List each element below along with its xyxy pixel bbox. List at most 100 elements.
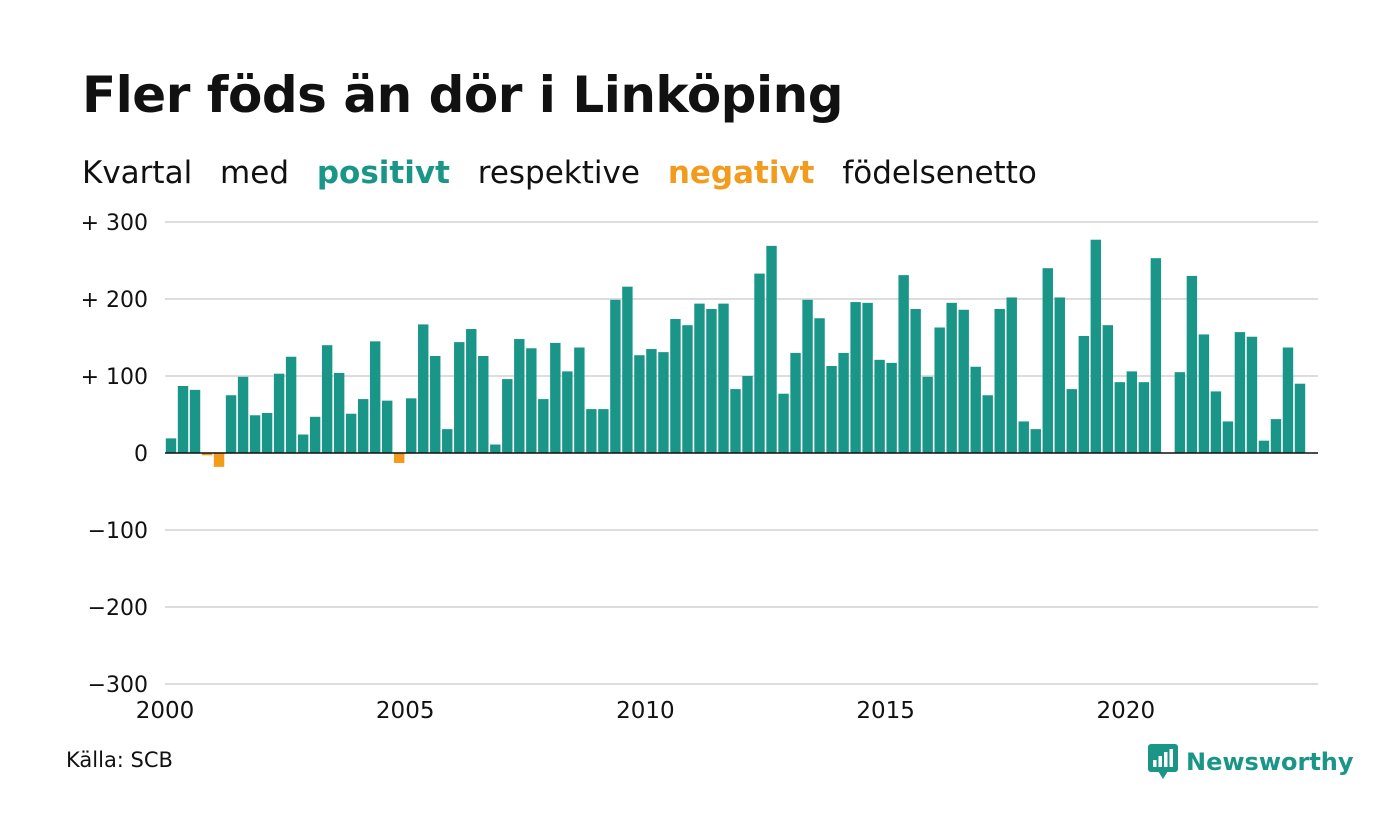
data-bar [598, 409, 609, 453]
data-bar [393, 453, 405, 464]
data-bar [478, 355, 489, 453]
subtitle-word: respektive [477, 155, 640, 191]
data-bar [309, 416, 321, 453]
data-bar [754, 273, 765, 453]
subtitle-word: födelsenetto [842, 155, 1037, 191]
data-bar [345, 413, 357, 453]
data-bar [862, 302, 873, 453]
data-bar [1006, 297, 1017, 453]
data-bar [454, 342, 465, 453]
data-bar [1090, 239, 1102, 453]
data-bar [886, 362, 897, 453]
data-bar [177, 386, 189, 453]
data-bar [261, 412, 273, 453]
data-bar [225, 395, 237, 453]
data-bar [958, 309, 969, 453]
data-bar [249, 415, 261, 453]
data-bar [910, 309, 921, 453]
data-bar [502, 379, 513, 453]
data-bar [1210, 391, 1222, 453]
chart-title: Fler föds än dör i Linköping [82, 66, 844, 124]
data-bar [526, 348, 537, 453]
data-bar [1282, 347, 1294, 453]
data-bar [466, 329, 477, 453]
data-bar [381, 400, 393, 453]
data-bar [682, 325, 693, 453]
data-bar [406, 398, 417, 453]
data-bar [273, 373, 285, 453]
x-tick-label: 2015 [856, 698, 915, 724]
data-bar [766, 245, 777, 453]
data-bar [1102, 325, 1114, 453]
data-bar [1222, 421, 1234, 453]
data-bar [814, 318, 825, 453]
data-bar [718, 303, 729, 453]
data-bar [165, 438, 177, 453]
subtitle-word: med [220, 155, 289, 191]
data-bar [982, 395, 993, 453]
data-bar [610, 299, 621, 453]
data-bar [874, 359, 885, 453]
data-bar [1246, 336, 1258, 453]
data-bar [1042, 268, 1053, 453]
data-bar [658, 352, 669, 453]
data-bar [1270, 419, 1282, 453]
data-bar [1126, 371, 1138, 453]
brand-name: Newsworthy [1186, 748, 1354, 776]
x-tick-label: 2005 [376, 698, 435, 724]
data-bar [694, 303, 705, 453]
data-bar [201, 453, 213, 456]
data-bar [1174, 372, 1186, 453]
data-bar [1186, 275, 1198, 453]
data-bar [490, 444, 501, 453]
data-bar [838, 352, 849, 453]
y-tick-label: −100 [88, 519, 148, 544]
data-bar [574, 347, 585, 453]
data-bar [850, 302, 861, 453]
data-bar [550, 342, 561, 453]
data-bar [670, 319, 681, 453]
data-bar [1030, 429, 1041, 453]
data-bar [1114, 382, 1126, 453]
data-bar [297, 434, 309, 453]
subtitle-positive-word: positivt [316, 155, 450, 191]
data-bar [514, 339, 525, 453]
data-bar [237, 376, 249, 453]
data-bar [1234, 332, 1246, 453]
chart-subtitle: Kvartal med positivt respektive negativt… [82, 158, 1055, 189]
data-bar [189, 389, 201, 453]
data-bar [994, 309, 1005, 453]
x-tick-label: 2010 [616, 698, 675, 724]
data-bar [562, 371, 573, 453]
brand-logo: Newsworthy [1148, 744, 1354, 780]
data-bar [1066, 389, 1077, 453]
data-bar [826, 365, 837, 453]
data-bar [1078, 335, 1090, 453]
data-bar [1294, 383, 1306, 453]
data-bar [1138, 382, 1150, 453]
data-bar [357, 399, 369, 453]
data-bar [1198, 334, 1210, 453]
data-bar [1150, 258, 1162, 453]
data-bar [369, 341, 381, 453]
data-bar [778, 393, 789, 453]
data-bar [285, 356, 297, 453]
x-tick-label: 2000 [136, 698, 195, 724]
data-bar [538, 399, 549, 453]
data-bar [706, 309, 717, 453]
data-bar [622, 286, 633, 453]
data-bar [333, 372, 345, 453]
subtitle-word: Kvartal [82, 155, 193, 191]
data-bar [442, 429, 453, 453]
data-bar [898, 275, 909, 453]
y-tick-label: + 100 [81, 365, 148, 390]
data-bar [1018, 421, 1029, 453]
data-bar [634, 355, 645, 453]
source-note: Källa: SCB [66, 748, 173, 772]
newsworthy-logo-icon [1148, 744, 1178, 779]
data-bar [1054, 297, 1065, 453]
data-bar [646, 349, 657, 453]
y-tick-label: −200 [88, 596, 148, 621]
y-tick-label: + 300 [81, 211, 148, 236]
